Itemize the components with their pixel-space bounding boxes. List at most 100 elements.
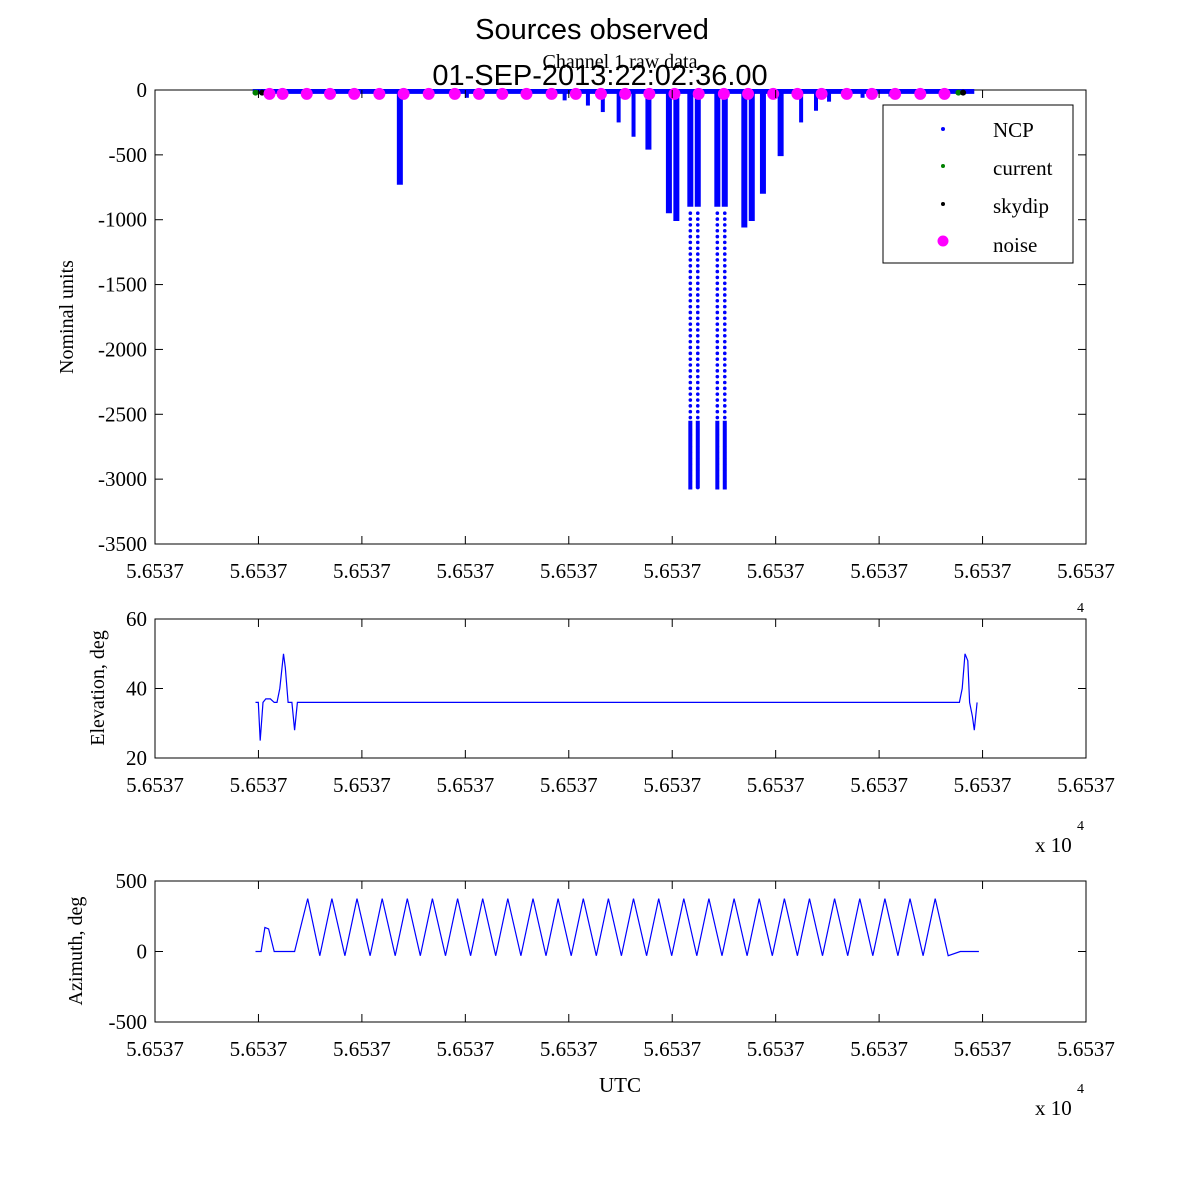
noise-point (594, 87, 607, 100)
legend-item-current: current (941, 156, 1053, 180)
xtick-label: 5.6537 (230, 773, 288, 797)
figure-subtitle: 01-SEP-2013:22:02:36.00 (432, 60, 767, 92)
elevation-ylabel: Elevation, deg (87, 630, 109, 746)
ytick-label: -500 (109, 143, 148, 167)
noise-point (472, 87, 485, 100)
ncp-point (695, 304, 700, 309)
ncp-point (722, 234, 727, 239)
noise-point (348, 87, 361, 100)
ncp-point (695, 310, 700, 315)
ncp-point (695, 322, 700, 326)
ncp-point (722, 310, 727, 315)
ncp-baseline-band (252, 89, 975, 94)
ncp-point (695, 252, 700, 256)
ncp-point (722, 298, 727, 303)
ncp-point (695, 281, 700, 286)
ncp-point (695, 228, 700, 233)
ncp-point (695, 334, 700, 338)
ncp-point (715, 380, 720, 385)
ncp-point (695, 328, 700, 332)
ncp-point (715, 287, 720, 291)
ncp-point (688, 398, 693, 402)
xtick-label: 5.6537 (850, 773, 908, 797)
xtick-label: 5.6537 (436, 773, 494, 797)
ncp-point (722, 351, 727, 356)
ncp-point (715, 217, 720, 221)
ncp-point (722, 339, 727, 344)
ytick-label: -3500 (98, 532, 147, 556)
xtick-label: 5.6537 (1057, 559, 1115, 583)
azimuth-xscale-label: x 10 (1035, 1096, 1072, 1120)
ncp-point (688, 281, 693, 286)
ncp-point (688, 293, 693, 297)
noise-point (815, 87, 828, 100)
ncp-point (722, 275, 727, 280)
ncp-point (695, 392, 700, 396)
ncp-point (695, 404, 700, 408)
azimuth-plot-area (255, 898, 979, 957)
ncp-point (722, 316, 727, 321)
ncp-point (715, 258, 720, 262)
ncp-point (722, 293, 727, 297)
noise-point (643, 87, 656, 100)
xtick-label: 5.6537 (333, 559, 391, 583)
ncp-point (715, 281, 720, 286)
ncp-point (722, 304, 727, 309)
ncp-point (722, 374, 727, 379)
ncp-point (688, 380, 693, 385)
azimuth-xscale-exp: 4 (1077, 1082, 1084, 1097)
noise-point (520, 87, 533, 100)
noise-point (496, 87, 509, 100)
ncp-point (722, 240, 727, 245)
ncp-point (715, 269, 720, 274)
xtick-label: 5.6537 (436, 559, 494, 583)
noise-point (448, 87, 461, 100)
ncp-point (695, 275, 700, 280)
ncp-point (688, 345, 693, 350)
ncp-point (715, 345, 720, 350)
ncp-point (695, 357, 700, 361)
xtick-label: 5.6537 (230, 1037, 288, 1061)
noise-point (938, 87, 951, 100)
ncp-point (695, 211, 700, 216)
ncp-point (715, 374, 720, 379)
ncp-point (688, 316, 693, 321)
ncp-point (688, 374, 693, 379)
ytick-label: 40 (126, 677, 147, 701)
ncp-point (715, 392, 720, 396)
legend-label-ncp: NCP (993, 118, 1034, 142)
legend-marker-skydip (941, 202, 945, 206)
legend-box (882, 104, 1074, 264)
ncp-point (722, 369, 727, 373)
ytick-label: 20 (126, 746, 147, 770)
ncp-point (722, 263, 727, 268)
legend-marker-noise (937, 235, 949, 247)
ncp-point (715, 275, 720, 280)
noise-point (889, 87, 902, 100)
ncp-point (722, 211, 727, 216)
xtick-label: 5.6537 (747, 773, 805, 797)
legend: NCP current skydip noise (882, 104, 1074, 264)
noise-point (324, 87, 337, 100)
elevation-xscale-label: x 10 (1035, 833, 1072, 857)
ncp-point (715, 322, 720, 326)
legend-item-skydip: skydip (941, 194, 1049, 218)
ncp-point (688, 269, 693, 274)
ncp-point (722, 404, 727, 408)
ncp-point (688, 369, 693, 373)
ncp-point (688, 392, 693, 396)
xtick-label: 5.6537 (540, 1037, 598, 1061)
ncp-point (722, 252, 727, 256)
azimuth-xlabel: UTC (599, 1073, 641, 1097)
elevation-panel: 60 40 20 5.6537 5.6537 5.6537 5.6537 5.6537 5.65… (87, 601, 1115, 857)
xtick-label: 5.6537 (747, 559, 805, 583)
xtick-label: 5.6537 (333, 1037, 391, 1061)
xtick-label: 5.6537 (230, 559, 288, 583)
ncp-point (715, 339, 720, 344)
ncp-point (688, 234, 693, 239)
ncp-point (722, 415, 727, 420)
ncp-point (722, 398, 727, 402)
noise-point (840, 87, 853, 100)
ncp-point (715, 310, 720, 315)
ncp-point (722, 258, 727, 262)
